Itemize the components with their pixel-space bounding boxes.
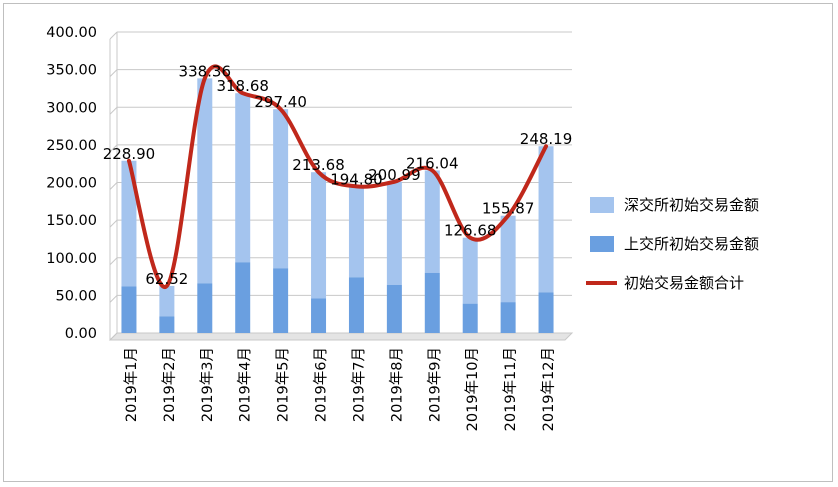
- bar-szse-2: [159, 285, 175, 317]
- bar-szse-3: [197, 78, 213, 284]
- x-tick-label: 2019年10月: [464, 347, 481, 431]
- x-tick-label: 2019年2月: [161, 347, 178, 422]
- bar-sse-8: [386, 284, 402, 333]
- gridline-depth: [109, 31, 118, 40]
- gridline-depth: [109, 257, 118, 266]
- legend-swatch-bar: [590, 197, 614, 213]
- chart-frame: [3, 3, 833, 482]
- y-tick-label: 200.00: [46, 176, 97, 192]
- bar-sse-4: [235, 262, 251, 333]
- bar-sse-2: [159, 316, 175, 333]
- y-axis: 0.00 50.00 100.00 150.00 200.00 250.00 300.00 3…: [46, 25, 97, 342]
- bar-sse-6: [311, 298, 327, 333]
- bar-szse-10: [462, 237, 478, 304]
- bars: [121, 78, 554, 333]
- bar-sse-7: [348, 277, 364, 333]
- data-label-total-11: 155.87: [482, 200, 535, 218]
- bar-sse-10: [462, 303, 478, 333]
- data-label-total-8: 200.99: [368, 166, 421, 184]
- legend-swatch-bar: [590, 236, 614, 252]
- bar-szse-7: [348, 186, 364, 278]
- gridline-depth: [109, 106, 118, 115]
- data-label-total-1: 228.90: [103, 145, 156, 163]
- bar-sse-5: [273, 268, 289, 333]
- x-tick-label: 2019年9月: [426, 347, 443, 422]
- plot-floor: [108, 332, 574, 341]
- y-tick-label: 400.00: [46, 25, 97, 41]
- bar-szse-9: [424, 170, 440, 273]
- legend-label: 上交所初始交易金额: [624, 235, 759, 253]
- y-tick-label: 300.00: [46, 100, 97, 116]
- bar-szse-5: [273, 109, 289, 269]
- x-tick-label: 2019年6月: [313, 347, 330, 422]
- x-tick-label: 2019年11月: [502, 347, 519, 431]
- gridlines: [108, 31, 574, 341]
- bar-szse-1: [121, 160, 137, 287]
- x-tick-label: 2019年3月: [199, 347, 216, 422]
- bar-szse-8: [386, 181, 402, 285]
- data-label-total-6: 213.68: [292, 156, 345, 174]
- gridline-depth: [109, 182, 118, 190]
- legend-label: 深交所初始交易金额: [624, 196, 759, 214]
- data-label-total-4: 318.68: [216, 77, 269, 95]
- bar-sse-1: [121, 286, 137, 333]
- bar-sse-3: [197, 283, 213, 333]
- bar-szse-6: [311, 172, 327, 299]
- data-label-total-3: 338.36: [179, 62, 232, 80]
- data-label-total-5: 297.40: [254, 93, 307, 111]
- gridline-depth: [109, 332, 118, 341]
- data-label-total-7: 194.80: [330, 170, 383, 188]
- data-label-total-2: 62.52: [145, 270, 188, 288]
- x-axis: 2019年1月 2019年2月 2019年3月 2019年4月 2019年5月 2019年…: [123, 347, 557, 431]
- legend-label: 初始交易金额合计: [624, 274, 744, 292]
- data-label-total-10: 126.68: [444, 222, 497, 240]
- data-label-total-9: 216.04: [406, 154, 459, 172]
- total-line: [126, 64, 549, 289]
- gridline-depth: [109, 69, 118, 77]
- x-tick-label: 2019年7月: [350, 347, 367, 422]
- x-tick-label: 2019年1月: [123, 347, 140, 422]
- data-label-total-12: 248.19: [520, 130, 573, 148]
- bar-szse-4: [235, 93, 251, 263]
- gridline-depth: [109, 219, 118, 228]
- bar-sse-9: [424, 272, 440, 333]
- y-tick-label: 250.00: [46, 138, 97, 154]
- y-tick-label: 150.00: [46, 213, 97, 229]
- x-tick-label: 2019年5月: [275, 347, 292, 422]
- y-tick-label: 50.00: [55, 288, 97, 304]
- gridline-depth: [109, 295, 118, 303]
- bar-sse-11: [500, 302, 516, 333]
- y-tick-label: 350.00: [46, 63, 97, 79]
- bar-sse-12: [538, 292, 554, 333]
- bar-szse-12: [538, 146, 554, 293]
- x-tick-label: 2019年12月: [540, 347, 557, 431]
- gridline-depth: [109, 144, 118, 153]
- x-tick-label: 2019年4月: [237, 347, 254, 422]
- bar-szse-11: [500, 215, 516, 303]
- y-tick-label: 100.00: [46, 251, 97, 267]
- y-tick-label: 0.00: [65, 326, 97, 342]
- x-tick-label: 2019年8月: [388, 347, 405, 422]
